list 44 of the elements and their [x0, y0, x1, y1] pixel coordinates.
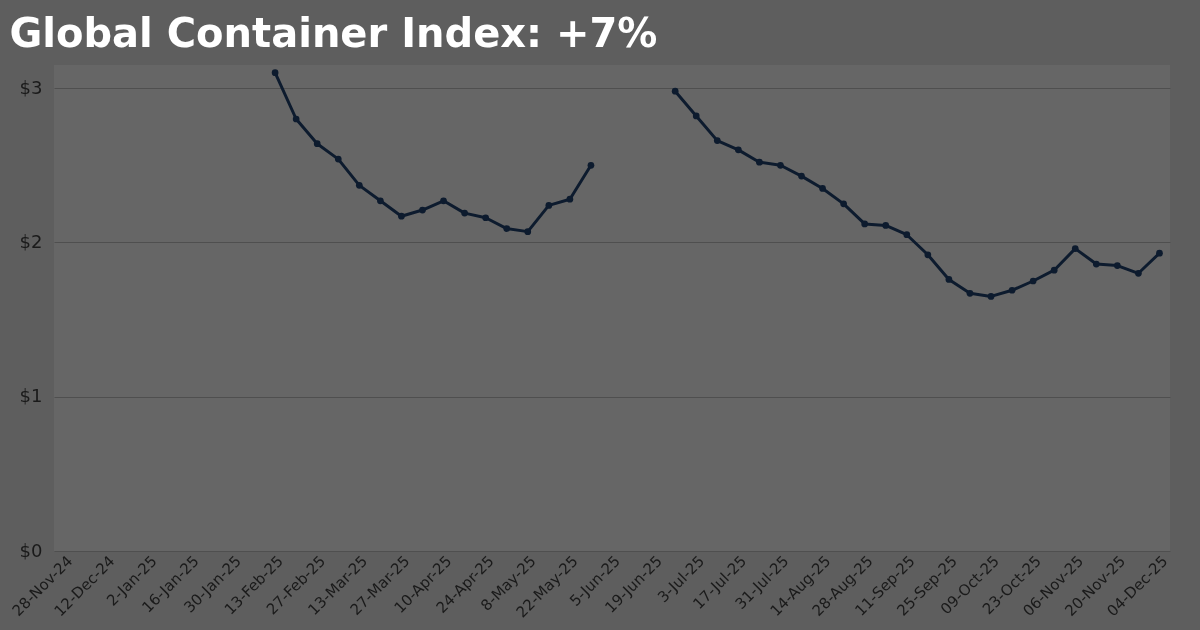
point [334, 155, 342, 163]
point [713, 137, 721, 144]
point [271, 69, 279, 77]
point [987, 293, 995, 300]
point [313, 140, 321, 148]
point [503, 225, 511, 232]
y-tick-label: $3 [19, 76, 43, 98]
point [734, 146, 742, 154]
point [419, 206, 426, 214]
point [545, 202, 553, 209]
point [482, 214, 490, 222]
point [777, 161, 784, 169]
point [398, 212, 405, 220]
point [924, 251, 932, 259]
point [440, 197, 447, 205]
point [1156, 249, 1163, 257]
point [1029, 277, 1037, 285]
point [524, 228, 532, 235]
chart-title: Global Container Index: +7% [9, 10, 658, 56]
point [587, 161, 595, 169]
point [966, 290, 974, 297]
point [292, 115, 300, 123]
point [461, 209, 468, 217]
point [377, 197, 384, 205]
point [1092, 260, 1100, 268]
point [1008, 286, 1016, 294]
point [1135, 269, 1142, 277]
point [1050, 266, 1058, 274]
point [756, 158, 763, 166]
y-tick-label: $1 [19, 385, 43, 407]
point [355, 182, 363, 189]
point [861, 220, 869, 228]
point [882, 222, 890, 229]
point [840, 200, 847, 208]
y-tick-label: $2 [19, 230, 43, 252]
point [1114, 262, 1121, 269]
point [566, 195, 574, 203]
point [671, 87, 679, 95]
point [903, 231, 911, 239]
point [692, 112, 700, 120]
point [945, 276, 953, 283]
point [798, 172, 805, 180]
point [819, 185, 826, 192]
point [1071, 245, 1079, 252]
